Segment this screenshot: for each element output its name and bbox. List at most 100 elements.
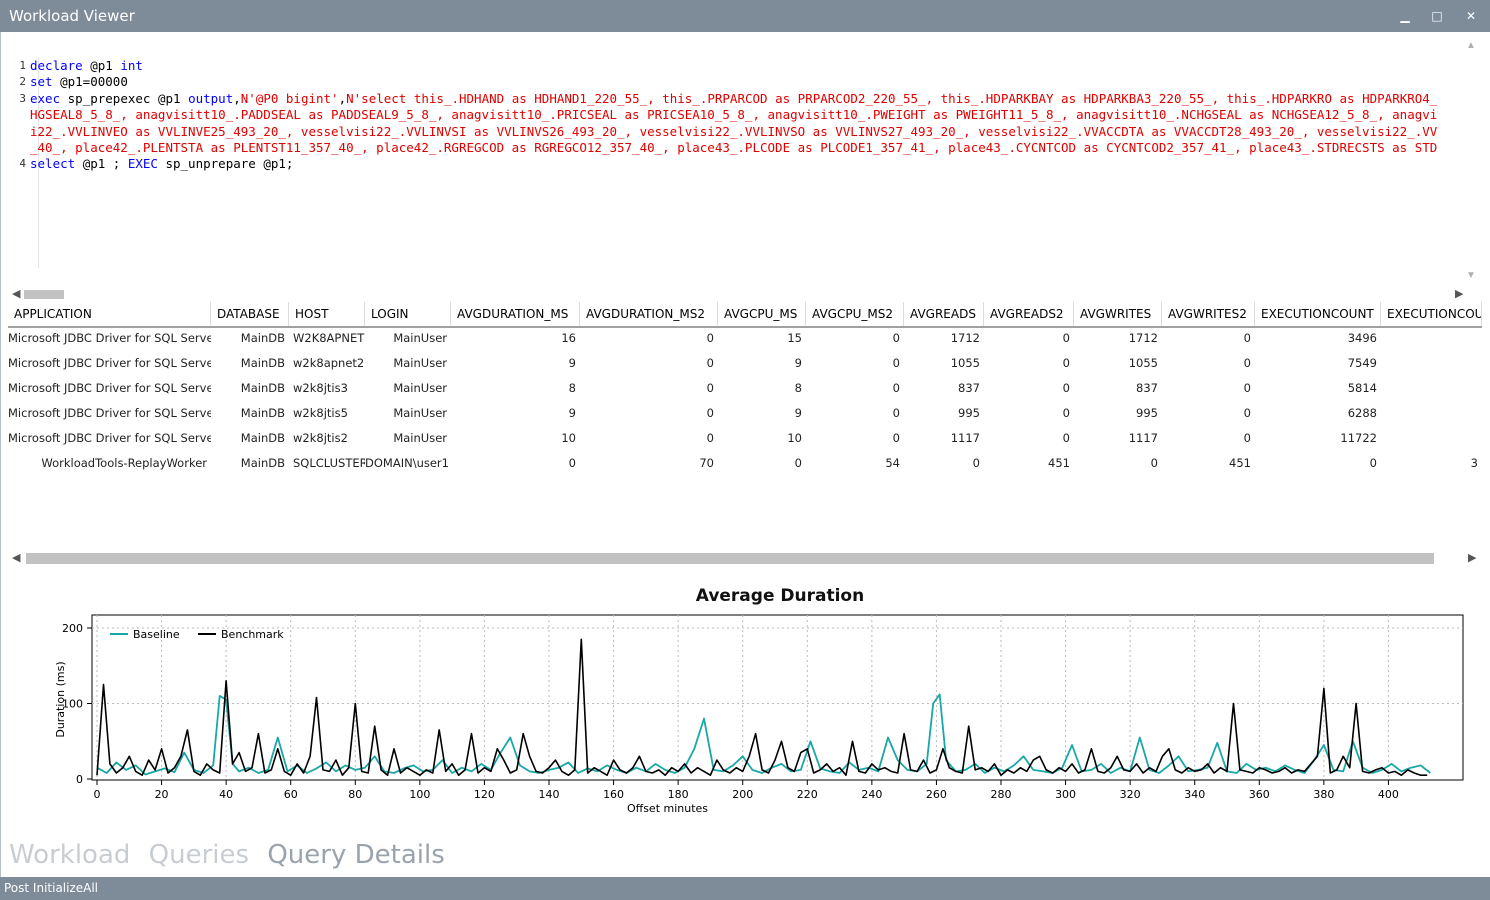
chart-title: Average Duration (695, 586, 865, 606)
table-cell (1381, 401, 1482, 426)
grid-scroll-thumb[interactable] (26, 553, 1434, 564)
table-cell: 5814 (1347, 381, 1377, 395)
x-tick-label: 220 (797, 788, 818, 801)
table-cell: 0 (892, 431, 900, 445)
tab-workload[interactable]: Workload (9, 840, 131, 870)
minimize-button[interactable]: ▁ (1400, 9, 1410, 23)
x-tick-label: 160 (603, 788, 624, 801)
table-cell: 0 (1062, 331, 1070, 345)
x-tick-label: 200 (732, 788, 753, 801)
table-cell: 54 (885, 456, 900, 470)
table-cell (1381, 426, 1482, 451)
code-token: HGSEAL8_5_8_, anagvisitt10_.PADDSEAL as … (30, 107, 1438, 123)
status-bar: Post InitializeAll (0, 877, 1490, 900)
line-number: 3 (19, 91, 26, 105)
window-frame (0, 32, 1490, 877)
table-cell: 9 (794, 356, 802, 370)
table-row[interactable]: Microsoft JDBC Driver for SQL Server Main… (8, 351, 1482, 376)
table-cell: 0 (706, 431, 714, 445)
table-cell: 0 (1062, 381, 1070, 395)
table-cell: 0 (1369, 456, 1377, 470)
maximize-button[interactable]: □ (1431, 9, 1443, 23)
column-header[interactable]: AVGWRITES2 (1162, 302, 1255, 326)
table-cell: 451 (1048, 456, 1070, 470)
table-row[interactable]: Microsoft JDBC Driver for SQL Server Main… (8, 426, 1482, 451)
code-token: set (30, 74, 61, 90)
grid-scroll-left-icon[interactable]: ◀ (12, 552, 21, 564)
table-row[interactable]: Microsoft JDBC Driver for SQL Server Main… (8, 401, 1482, 426)
table-cell: 3 (1470, 456, 1478, 470)
table-cell: 1117 (950, 431, 980, 445)
table-cell: MainUser (393, 356, 447, 370)
editor-scroll-thumb[interactable] (24, 290, 64, 299)
table-cell: Microsoft JDBC Driver for SQL Server (8, 431, 211, 445)
table-cell: 0 (706, 381, 714, 395)
column-header[interactable]: DATABASE (211, 302, 289, 326)
table-cell: DOMAIN\user1 (365, 456, 449, 470)
table-cell: 0 (568, 456, 576, 470)
column-header[interactable]: LOGIN (365, 302, 451, 326)
column-header[interactable]: AVGCPU_MS2 (806, 302, 904, 326)
line-number: 1 (19, 59, 26, 72)
column-header[interactable]: AVGDURATION_MS (451, 302, 580, 326)
table-cell: 1712 (950, 331, 980, 345)
column-header[interactable]: EXECUTIONCOU (1381, 302, 1482, 326)
editor-scroll-up-icon[interactable]: ▲ (1466, 40, 1476, 51)
code-line: HGSEAL8_5_8_, anagvisitt10_.PADDSEAL as … (30, 107, 1437, 123)
column-header[interactable]: AVGWRITES (1074, 302, 1162, 326)
column-header[interactable]: AVGDURATION_MS2 (580, 302, 718, 326)
editor-scroll-down-icon[interactable]: ▼ (1466, 270, 1476, 281)
table-cell: w2k8apnet2 (293, 356, 365, 370)
x-tick-label: 140 (539, 788, 560, 801)
line-number (12, 107, 26, 123)
table-row[interactable]: Microsoft JDBC Driver for SQL Server Main… (8, 326, 1482, 351)
window-title: Workload Viewer (9, 7, 135, 25)
line-number (12, 140, 26, 156)
y-axis-label: Duration (ms) (54, 661, 67, 737)
line-number (12, 124, 26, 140)
table-cell: 0 (1243, 406, 1251, 420)
tab-queries[interactable]: Queries (148, 840, 250, 870)
table-cell: 0 (892, 381, 900, 395)
scroll-left-icon[interactable]: ◀ (12, 288, 21, 300)
table-cell: 8 (568, 381, 576, 395)
table-cell: 9 (568, 356, 576, 370)
code-line: select @p1 ; EXEC sp_unprepare @p1; (30, 156, 293, 172)
code-token: @p1=00000 (60, 74, 128, 90)
line-number: 4 (19, 157, 26, 171)
grid-header: APPLICATION DATABASE HOST LOGIN AVGDURATION_… (8, 302, 1482, 328)
close-button[interactable]: ✕ (1465, 9, 1477, 23)
grid-scroll-right-icon[interactable]: ▶ (1468, 552, 1477, 564)
x-tick-label: 240 (861, 788, 882, 801)
code-token: sp_prepexec @p1 (67, 90, 189, 106)
table-cell (1381, 351, 1482, 376)
table-row[interactable]: WorkloadTools-ReplayWorker MainDB SQLCLUST… (8, 451, 1482, 476)
x-tick-label: 40 (219, 788, 233, 801)
column-header[interactable]: HOST (289, 302, 365, 326)
table-cell: 8 (794, 381, 802, 395)
table-cell: SQLCLUSTER (293, 456, 365, 470)
code-token: @p1 (90, 58, 121, 73)
code-token: N'@P0 bigint' (240, 90, 339, 106)
tab-query-details[interactable]: Query Details (267, 840, 445, 870)
x-axis-label: Offset minutes (627, 802, 708, 815)
table-cell: 0 (1062, 431, 1070, 445)
title-bar: Workload Viewer ▁ □ ✕ (0, 0, 1490, 32)
table-cell: 1055 (950, 356, 980, 370)
column-header[interactable]: APPLICATION (8, 302, 211, 326)
column-header[interactable]: AVGCPU_MS (718, 302, 806, 326)
x-tick-label: 20 (155, 788, 169, 801)
column-header[interactable]: AVGREADS2 (984, 302, 1074, 326)
grid-horizontal-scrollbar[interactable]: ◀ ▶ (12, 551, 1478, 565)
column-header[interactable]: EXECUTIONCOUNT (1255, 302, 1381, 326)
editor-horizontal-scrollbar[interactable]: ◀ ▶ (12, 287, 1467, 301)
bottom-nav-tabs: Workload Queries Query Details (9, 840, 455, 876)
table-cell: 1117 (1128, 431, 1158, 445)
column-header[interactable]: AVGREADS (904, 302, 984, 326)
table-cell (1381, 326, 1482, 351)
line-number: 2 (19, 75, 26, 89)
scroll-right-icon[interactable]: ▶ (1455, 288, 1464, 300)
table-row[interactable]: Microsoft JDBC Driver for SQL Server Main… (8, 376, 1482, 401)
table-cell: 0 (892, 356, 900, 370)
